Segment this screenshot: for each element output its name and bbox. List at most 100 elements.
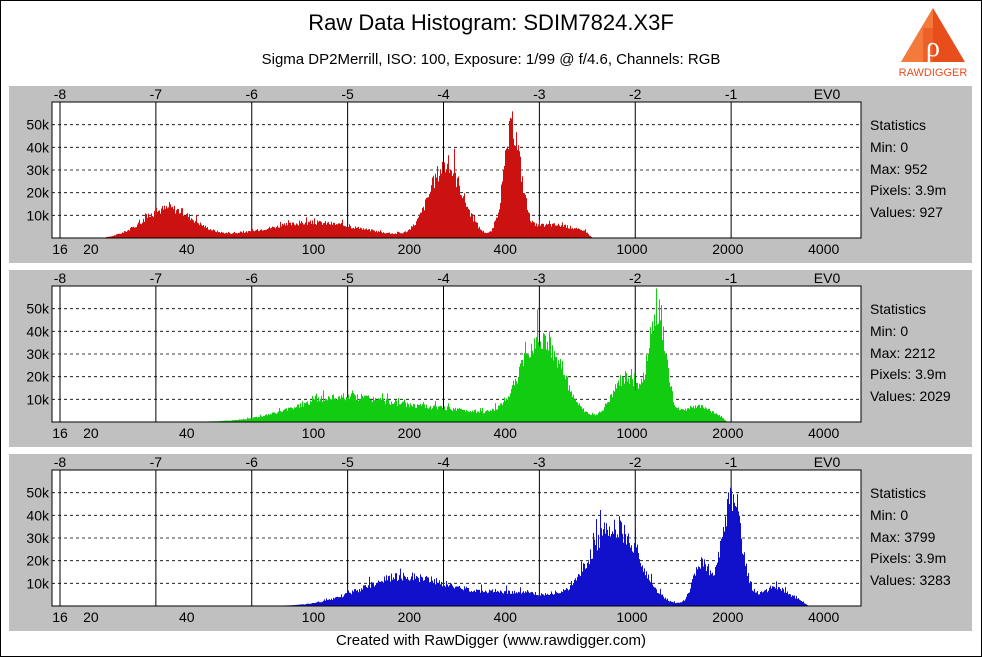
histogram-bar: [505, 400, 506, 422]
histogram-bar: [700, 568, 701, 606]
histogram-bar: [624, 383, 625, 422]
histogram-bar: [635, 529, 636, 606]
histogram-bar: [466, 586, 467, 606]
histogram-bar: [483, 592, 484, 606]
histogram-bar: [261, 229, 262, 238]
histogram-bar: [499, 592, 500, 606]
histogram-bar: [429, 194, 430, 238]
histogram-bar: [439, 175, 440, 238]
histogram-bar: [703, 566, 704, 606]
histogram-bar: [465, 411, 466, 422]
histogram-bar: [538, 224, 539, 238]
histogram-bar: [583, 408, 584, 422]
histogram-bar: [222, 232, 223, 238]
histogram-bar: [167, 208, 168, 238]
histogram-bar: [581, 230, 582, 238]
histogram-bar: [648, 353, 649, 422]
histogram-bar: [252, 229, 253, 238]
histogram-bar: [532, 220, 533, 238]
histogram-bar: [499, 209, 500, 238]
histogram-bar: [479, 226, 480, 238]
x-tick-label: 16: [52, 609, 68, 625]
histogram-bar: [570, 391, 571, 422]
histogram-bar: [290, 222, 291, 238]
rawdigger-logo: ρ RAWDIGGER: [899, 8, 967, 79]
histogram-bar: [505, 591, 506, 606]
x-tick-label: 1000: [616, 609, 647, 625]
histogram-bar: [657, 324, 658, 422]
histogram-bar: [466, 410, 467, 422]
histogram-bar: [373, 396, 374, 422]
histogram-bar: [784, 592, 785, 606]
histogram-bar: [284, 223, 285, 238]
histogram-bar: [684, 410, 685, 422]
ev-tick-label: -3: [533, 86, 546, 102]
histogram-bar: [378, 580, 379, 606]
histogram-bar: [603, 529, 604, 606]
histogram-bar: [354, 394, 355, 422]
x-tick-label: 20: [83, 241, 99, 257]
histogram-bar: [455, 586, 456, 606]
histogram-bar: [336, 596, 337, 606]
histogram-bar: [368, 395, 369, 422]
histogram-bar: [394, 579, 395, 606]
histogram-bar: [597, 550, 598, 606]
histogram-bar: [267, 228, 268, 238]
histogram-bar: [383, 582, 384, 606]
histogram-bar: [437, 166, 438, 238]
histogram-bar: [424, 404, 425, 422]
histogram-bar: [176, 210, 177, 238]
histogram-bar: [441, 173, 442, 238]
histogram-bar: [595, 415, 596, 422]
histogram-bar: [602, 535, 603, 606]
histogram-bar: [114, 235, 115, 238]
histogram-bar: [250, 231, 251, 238]
histogram-bar: [488, 232, 489, 238]
histogram-bar: [490, 231, 491, 238]
histogram-bar: [636, 547, 637, 606]
histogram-bar: [340, 398, 341, 422]
histogram-bar: [699, 404, 700, 422]
histogram-bar: [279, 408, 280, 422]
histogram-bar: [568, 390, 569, 422]
histogram-bar: [346, 396, 347, 422]
histogram-bar: [359, 399, 360, 422]
histogram-bar: [696, 407, 697, 422]
histogram-bar: [356, 399, 357, 422]
histogram-bar: [712, 411, 713, 422]
histogram-bar: [317, 401, 318, 422]
histogram-bar: [349, 224, 350, 238]
histogram-bar: [692, 579, 693, 606]
histogram-bar: [361, 393, 362, 422]
histogram-bar: [639, 559, 640, 606]
histogram-bar: [319, 401, 320, 422]
histogram-bar: [471, 412, 472, 422]
stats-max: Max: 3799: [870, 528, 936, 545]
histogram-bar: [373, 582, 374, 606]
histogram-bar: [764, 590, 765, 606]
histogram-bar: [275, 413, 276, 422]
histogram-bar: [777, 589, 778, 606]
histogram-bar: [526, 198, 527, 238]
histogram-bar: [761, 591, 762, 606]
histogram-bar: [247, 417, 248, 422]
histogram-bar: [541, 593, 542, 606]
histogram-bar: [245, 419, 246, 422]
histogram-bar: [518, 591, 519, 606]
histogram-bar: [651, 333, 652, 422]
histogram-bar: [479, 589, 480, 606]
histogram-bar: [573, 229, 574, 238]
histogram-bar: [269, 226, 270, 238]
histogram-bar: [141, 224, 142, 238]
histogram-bar: [486, 410, 487, 422]
histogram-bar: [443, 172, 444, 238]
stats-min: Min: 0: [870, 138, 909, 155]
histogram-bar: [421, 576, 422, 606]
x-tick-label: 16: [52, 241, 68, 257]
histogram-bar: [685, 599, 686, 606]
histogram-bar: [415, 224, 416, 238]
histogram-bar: [421, 212, 422, 238]
histogram-bar: [313, 398, 314, 422]
histogram-bar: [621, 522, 622, 606]
histogram-bar: [346, 593, 347, 606]
